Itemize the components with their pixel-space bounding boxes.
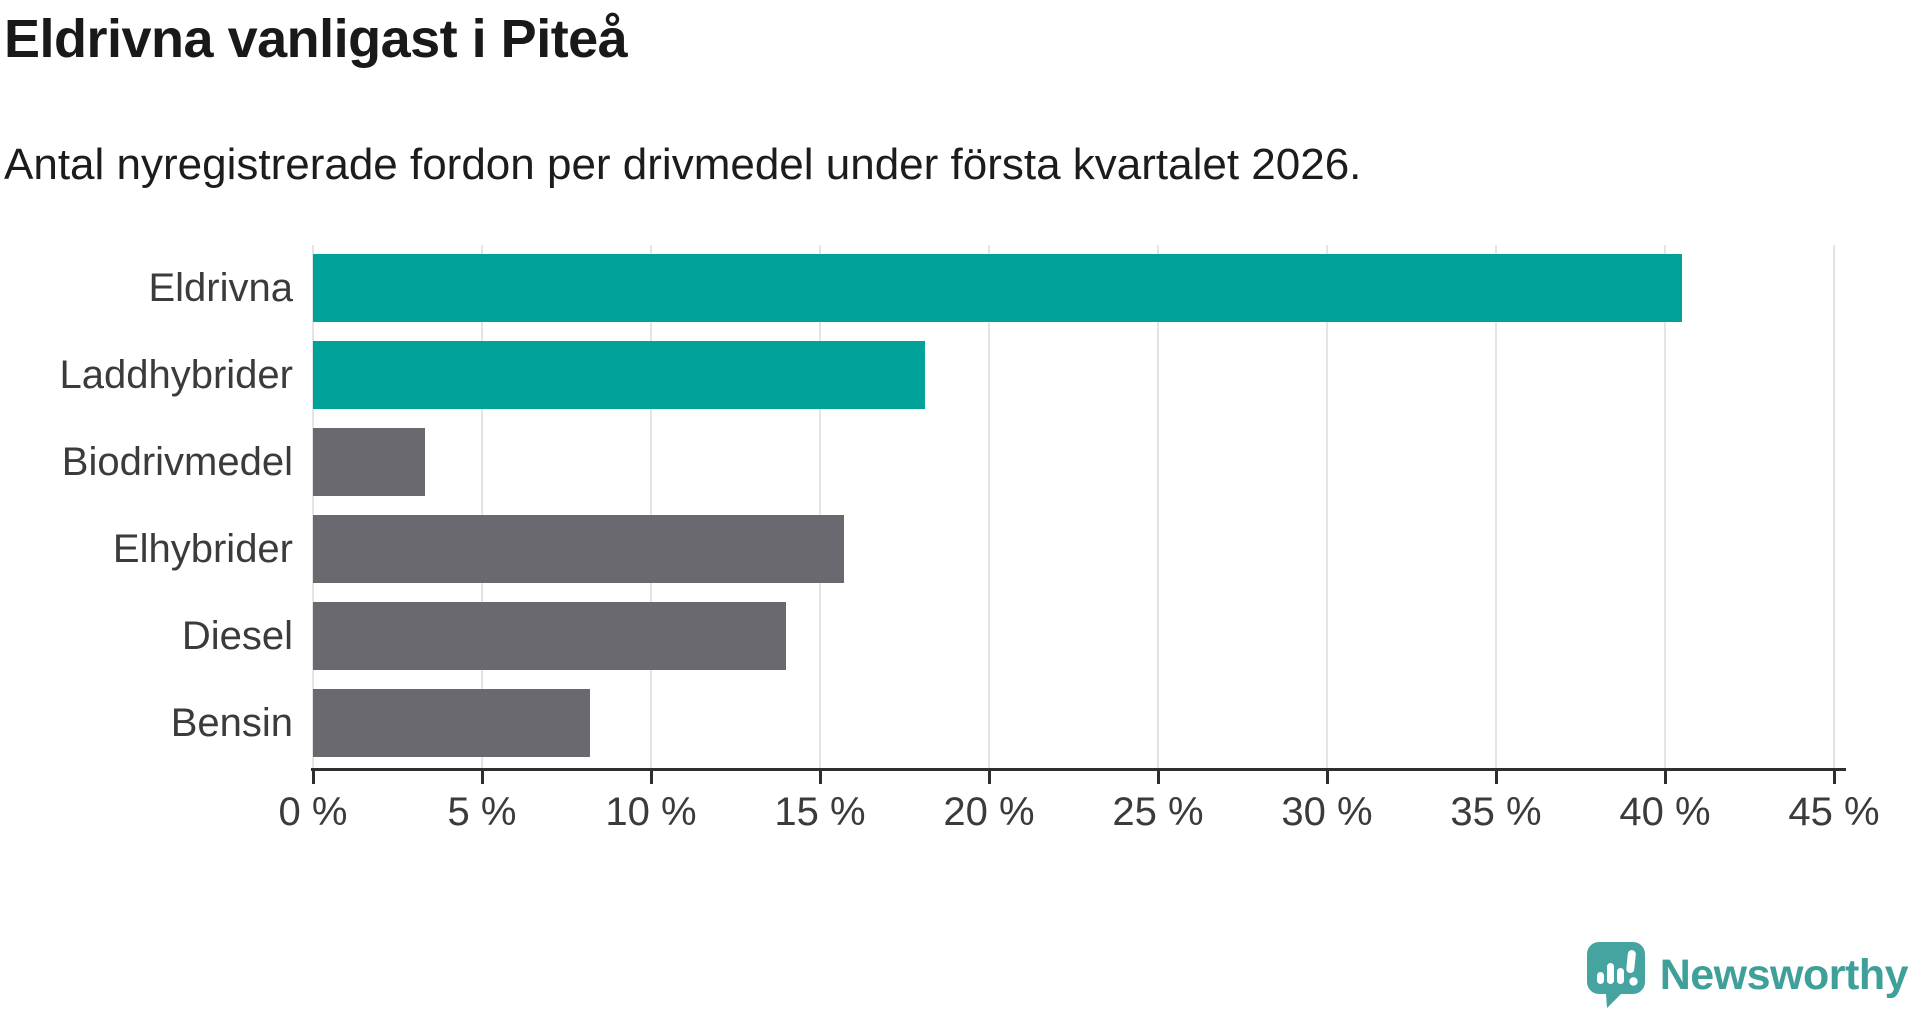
x-axis-tick	[988, 771, 991, 784]
x-axis-tick	[481, 771, 484, 784]
gridline	[1664, 245, 1666, 768]
chart-subtitle: Antal nyregistrerade fordon per drivmede…	[4, 140, 1362, 189]
x-axis-tick-label: 15 %	[774, 790, 866, 834]
bar	[313, 254, 1682, 322]
x-axis-tick-label: 40 %	[1619, 790, 1711, 834]
gridline	[312, 245, 314, 768]
bar	[313, 689, 590, 757]
gridline	[988, 245, 990, 768]
x-axis-line	[311, 768, 1846, 771]
x-axis-tick-label: 20 %	[943, 790, 1035, 834]
x-axis-tick-label: 10 %	[605, 790, 697, 834]
chart-title: Eldrivna vanligast i Piteå	[4, 9, 628, 69]
gridline	[1833, 245, 1835, 768]
x-axis-tick	[1664, 771, 1667, 784]
x-axis-tick	[1157, 771, 1160, 784]
category-label: Bensin	[170, 700, 293, 745]
bar	[313, 602, 786, 670]
gridline	[1326, 245, 1328, 768]
x-axis-tick	[819, 771, 822, 784]
bar	[313, 428, 425, 496]
x-axis-tick-label: 30 %	[1281, 790, 1373, 834]
x-axis-tick-label: 25 %	[1112, 790, 1204, 834]
category-label: Diesel	[181, 613, 293, 658]
x-axis-tick	[650, 771, 653, 784]
newsworthy-logo-icon	[1586, 942, 1645, 1008]
x-axis-tick-label: 5 %	[447, 790, 517, 834]
category-label: Biodrivmedel	[61, 439, 293, 484]
gridline	[650, 245, 652, 768]
x-axis-tick	[1495, 771, 1498, 784]
x-axis-tick-label: 45 %	[1788, 790, 1880, 834]
gridline	[481, 245, 483, 768]
category-label: Elhybrider	[112, 526, 293, 571]
x-axis-tick	[1326, 771, 1329, 784]
x-axis-tick	[312, 771, 315, 784]
category-label: Laddhybrider	[59, 352, 294, 397]
bar	[313, 341, 925, 409]
newsworthy-logo: Newsworthy	[1586, 941, 1909, 1009]
x-axis-tick	[1833, 771, 1836, 784]
x-axis-tick-label: 35 %	[1450, 790, 1542, 834]
category-label: Eldrivna	[148, 265, 293, 310]
gridline	[819, 245, 821, 768]
gridline	[1157, 245, 1159, 768]
x-axis-tick-label: 0 %	[278, 790, 348, 834]
bar	[313, 515, 844, 583]
newsworthy-logo-text: Newsworthy	[1659, 950, 1909, 999]
gridline	[1495, 245, 1497, 768]
